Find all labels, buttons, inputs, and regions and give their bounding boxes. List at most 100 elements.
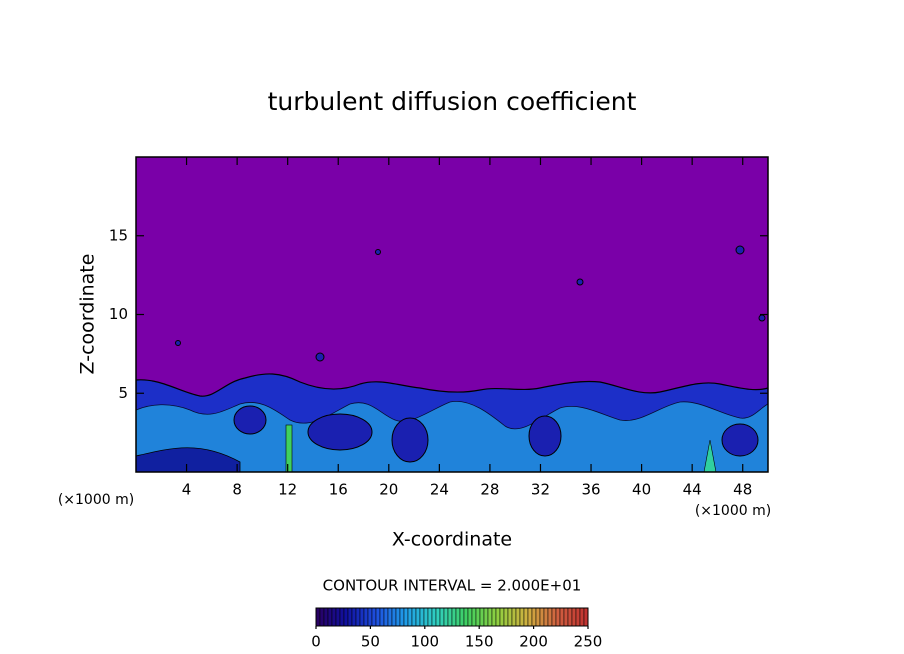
- colorbar-frame: [315, 607, 589, 627]
- colorbar-swatch: [451, 607, 457, 627]
- x-tick-label: 24: [430, 481, 449, 499]
- colorbar-swatch: [507, 607, 513, 627]
- colorbar-swatch: [579, 607, 585, 627]
- colorbar-swatch: [547, 607, 553, 627]
- colorbar-tick-label: 0: [311, 633, 321, 651]
- colorbar-swatch: [335, 607, 341, 627]
- colorbar-swatch: [439, 607, 445, 627]
- colorbar-swatch: [331, 607, 337, 627]
- colorbar-tick-label: 200: [519, 633, 548, 651]
- eddy: [307, 413, 373, 451]
- x-tick-label: 8: [232, 481, 242, 499]
- colorbar-swatch: [543, 607, 549, 627]
- colorbar-swatch: [327, 607, 333, 627]
- speck: [315, 352, 325, 362]
- colorbar-swatch: [387, 607, 393, 627]
- colorbar-swatch: [471, 607, 477, 627]
- colorbar-swatch: [427, 607, 433, 627]
- colorbar-swatch: [435, 607, 441, 627]
- colorbar-swatch: [403, 607, 409, 627]
- colorbar-swatch: [347, 607, 353, 627]
- colorbar-swatch: [583, 607, 589, 627]
- colorbar-swatch: [371, 607, 377, 627]
- colorbar-swatch: [479, 607, 485, 627]
- eddy: [233, 405, 267, 435]
- colorbar-swatch: [571, 607, 577, 627]
- y-tick-label: 10: [109, 305, 128, 323]
- y-tick-label: 5: [118, 384, 128, 402]
- colorbar-swatch: [323, 607, 329, 627]
- colorbar-swatch: [575, 607, 581, 627]
- turbulent-layer: [136, 400, 768, 472]
- colorbar-swatch: [343, 607, 349, 627]
- colorbar-swatch: [511, 607, 517, 627]
- y-tick-label: 15: [109, 226, 128, 244]
- colorbar-swatch: [351, 607, 357, 627]
- plume: [703, 439, 717, 472]
- colorbar-swatch: [315, 607, 321, 627]
- colorbar-swatch: [559, 607, 565, 627]
- x-tick-label: 44: [683, 481, 702, 499]
- colorbar-swatch: [423, 607, 429, 627]
- colorbar-swatch: [495, 607, 501, 627]
- x-tick-label: 32: [531, 481, 550, 499]
- colorbar-swatch: [455, 607, 461, 627]
- colorbar-swatch: [379, 607, 385, 627]
- y-axis-label: Z-coordinate: [77, 254, 99, 375]
- colorbar-swatch: [475, 607, 481, 627]
- colorbar-swatch: [399, 607, 405, 627]
- speck: [175, 340, 181, 346]
- speck: [576, 278, 584, 286]
- colorbar-swatch: [375, 607, 381, 627]
- colorbar-swatch: [463, 607, 469, 627]
- x-unit-label: (×1000 m): [695, 503, 771, 519]
- speck: [375, 249, 381, 255]
- x-tick-label: 4: [182, 481, 192, 499]
- x-tick-label: 16: [329, 481, 348, 499]
- colorbar-tick-label: 50: [361, 633, 380, 651]
- x-tick-label: 20: [379, 481, 398, 499]
- colorbar-swatch: [383, 607, 389, 627]
- x-tick-label: 36: [581, 481, 600, 499]
- x-tick-label: 12: [278, 481, 297, 499]
- colorbar-tick-label: 100: [410, 633, 439, 651]
- colorbar-swatch: [487, 607, 493, 627]
- colorbar-swatch: [467, 607, 473, 627]
- x-tick-label: 28: [480, 481, 499, 499]
- colorbar-swatch: [443, 607, 449, 627]
- x-tick-label: 48: [733, 481, 752, 499]
- colorbar-swatch: [359, 607, 365, 627]
- x-unit-label: (×1000 m): [58, 492, 134, 508]
- colorbar-swatch: [519, 607, 525, 627]
- chart-title: turbulent diffusion coefficient: [268, 87, 637, 116]
- eddy: [136, 447, 241, 472]
- colorbar-swatch: [531, 607, 537, 627]
- eddy: [721, 423, 759, 457]
- colorbar-swatch: [491, 607, 497, 627]
- colorbar-swatch: [411, 607, 417, 627]
- colorbar-swatch: [527, 607, 533, 627]
- colorbar-swatch: [447, 607, 453, 627]
- colorbar-swatch: [483, 607, 489, 627]
- colorbar-swatch: [367, 607, 373, 627]
- colorbar-swatch: [539, 607, 545, 627]
- x-tick-label: 40: [632, 481, 651, 499]
- eddy: [391, 417, 429, 463]
- colorbar-swatch: [363, 607, 369, 627]
- colorbar-swatch: [407, 607, 413, 627]
- colorbar-swatch: [535, 607, 541, 627]
- plume: [285, 424, 293, 472]
- colorbar-swatch: [431, 607, 437, 627]
- x-axis-label: X-coordinate: [392, 529, 512, 551]
- contour-interval: CONTOUR INTERVAL = 2.000E+01: [323, 577, 582, 595]
- colorbar-swatch: [395, 607, 401, 627]
- contour-field: [136, 157, 768, 472]
- colorbar-swatch: [503, 607, 509, 627]
- colorbar-swatch: [499, 607, 505, 627]
- speck: [758, 314, 766, 322]
- colorbar-swatch: [419, 607, 425, 627]
- colorbar-swatch: [319, 607, 325, 627]
- speck: [735, 245, 745, 255]
